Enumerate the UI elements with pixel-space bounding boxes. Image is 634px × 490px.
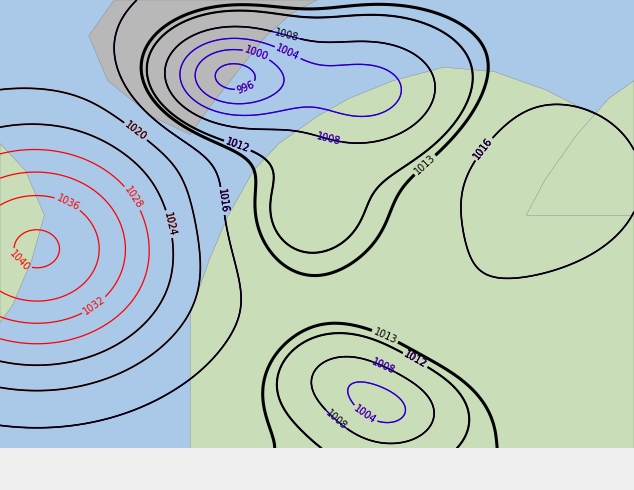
Text: 1012: 1012: [402, 349, 429, 370]
Text: 1032: 1032: [81, 294, 107, 317]
Text: 1016: 1016: [216, 188, 230, 214]
Text: 1020: 1020: [123, 120, 148, 143]
Text: 1004: 1004: [275, 43, 301, 62]
Text: 1012: 1012: [224, 137, 251, 154]
Text: 1016: 1016: [472, 136, 495, 162]
Text: 1000: 1000: [243, 45, 270, 63]
Text: 1013: 1013: [372, 326, 398, 345]
Text: 1012: 1012: [402, 349, 429, 370]
Polygon shape: [89, 0, 317, 135]
Text: 1012: 1012: [402, 349, 429, 370]
Text: ©weatheronline.co.uk: ©weatheronline.co.uk: [503, 478, 628, 488]
Polygon shape: [526, 81, 634, 215]
Text: 1008: 1008: [316, 131, 342, 147]
Text: 1013: 1013: [413, 153, 437, 177]
Text: 996: 996: [236, 79, 256, 96]
Text: 1008: 1008: [370, 357, 397, 376]
Text: Surface pressure [hPa] ECMWF: Surface pressure [hPa] ECMWF: [6, 461, 206, 474]
Text: 1016: 1016: [472, 136, 495, 162]
Text: 1028: 1028: [122, 185, 144, 211]
Polygon shape: [190, 67, 634, 448]
Text: 1008: 1008: [323, 408, 349, 432]
Text: 1040: 1040: [8, 248, 32, 273]
Text: 1024: 1024: [162, 211, 178, 237]
Text: 1020: 1020: [123, 120, 148, 143]
Text: 1004: 1004: [275, 43, 301, 62]
Text: 1008: 1008: [316, 131, 342, 147]
Text: Mo 03-06-2024 00:00 UTC (00+240): Mo 03-06-2024 00:00 UTC (00+240): [399, 461, 628, 474]
Text: 1012: 1012: [224, 137, 251, 154]
Text: 1000: 1000: [243, 45, 270, 63]
Text: 1016: 1016: [472, 136, 495, 162]
Polygon shape: [0, 144, 44, 323]
Text: 1024: 1024: [162, 211, 178, 237]
Text: 1012: 1012: [224, 137, 251, 154]
Text: 996: 996: [236, 79, 256, 96]
Text: 1016: 1016: [216, 188, 230, 214]
Text: 1016: 1016: [216, 188, 230, 214]
Text: 1004: 1004: [352, 404, 378, 426]
Text: 1008: 1008: [273, 27, 299, 43]
Text: 1004: 1004: [352, 404, 378, 426]
Text: 1036: 1036: [55, 193, 81, 213]
Text: 1008: 1008: [370, 357, 397, 376]
